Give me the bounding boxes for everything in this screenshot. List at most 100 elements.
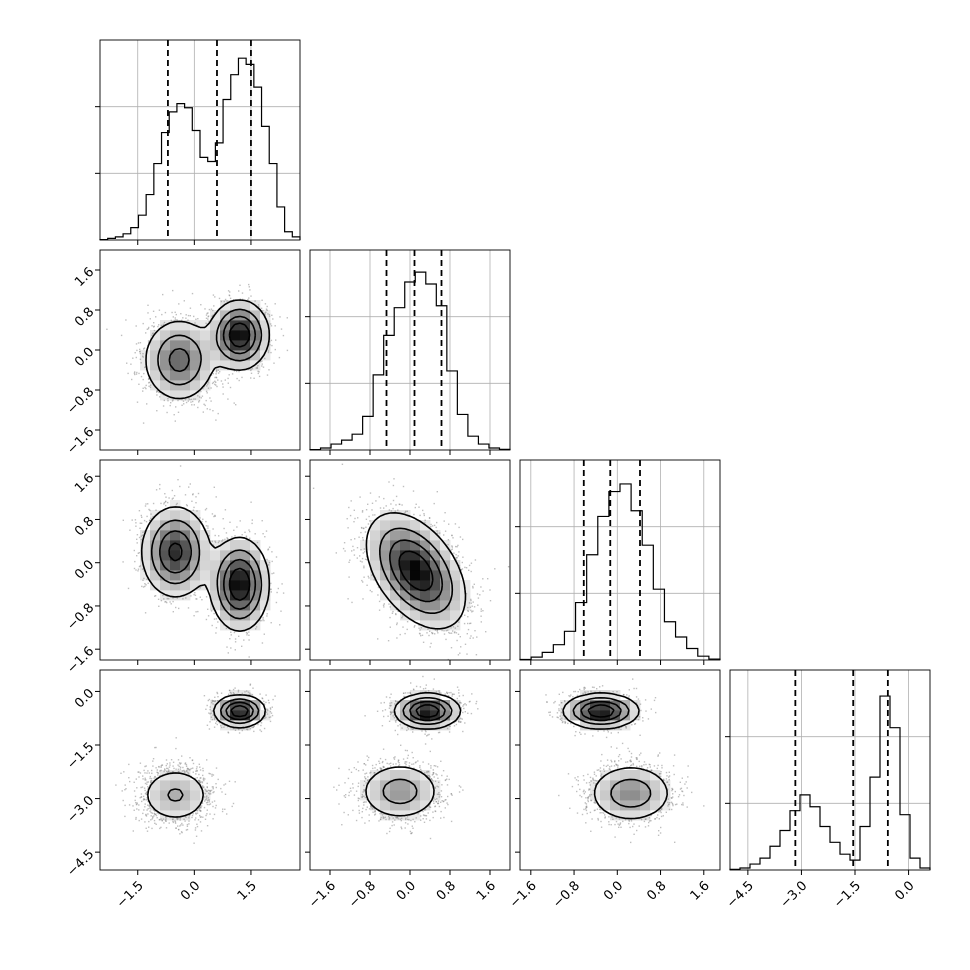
density-cell [170,800,181,811]
scatter-point [379,818,382,821]
scatter-point [129,780,131,783]
scatter-point [380,702,382,704]
scatter-point [230,631,232,633]
scatter-point [352,783,354,785]
scatter-point [391,821,394,823]
scatter-point [211,513,214,515]
scatter-point [379,812,381,815]
scatter-point [198,763,200,765]
scatter-point [269,344,271,346]
scatter-point [163,399,165,402]
density-cell [180,560,191,571]
x-tick-label-3-1: −3.0 [778,878,811,911]
scatter-point [233,665,234,666]
scatter-point [367,759,369,761]
scatter-point [610,732,612,734]
scatter-point [189,399,191,401]
density-cell [420,540,431,551]
scatter-point [200,390,202,393]
scatter-point [146,781,148,783]
scatter-point [161,313,163,316]
density-cell [160,370,171,381]
scatter-point [379,507,382,509]
scatter-point [169,764,171,766]
scatter-point [364,776,366,778]
scatter-point [384,816,386,818]
density-2-1 [360,510,471,631]
scatter-point [138,771,140,773]
scatter-point [152,310,155,312]
scatter-point [214,312,216,314]
scatter-point [138,383,140,385]
scatter-point [213,612,215,615]
scatter-point [178,765,180,768]
scatter-point [197,492,200,495]
scatter-point [194,322,196,324]
scatter-point [374,814,376,816]
scatter-point [364,715,366,717]
scatter-point [658,775,660,777]
scatter-point [406,729,408,732]
scatter-point [639,765,641,767]
scatter-point [361,796,363,798]
density-cell [180,800,191,811]
scatter-point [274,325,276,327]
scatter-point [229,297,232,299]
y-tick-label-3-0: −4.5 [64,847,97,880]
scatter-point [349,559,351,561]
density-cell [160,790,171,801]
scatter-point [614,760,616,762]
scatter-point [166,815,168,818]
scatter-point [442,770,445,772]
scatter-point [458,791,461,793]
scatter-point [206,408,208,410]
scatter-point [394,729,396,732]
scatter-point [231,536,233,538]
scatter-point [413,626,415,628]
scatter-point [655,711,657,714]
scatter-point [209,721,211,723]
scatter-point [385,505,387,507]
scatter-point [369,520,371,522]
scatter-point [133,790,136,792]
scatter-point [668,778,670,781]
scatter-point [665,811,667,813]
scatter-point [163,822,165,824]
scatter-point [150,815,152,817]
scatter-point [144,789,146,792]
scatter-point [218,535,220,537]
scatter-point [611,761,613,763]
scatter-point [436,491,438,493]
scatter-point [234,781,236,783]
scatter-point [455,632,458,634]
scatter-point [379,757,382,760]
scatter-point [420,768,422,771]
scatter-point [583,789,585,791]
scatter-point [610,746,612,748]
scatter-point [357,797,359,799]
scatter-point [215,632,217,634]
density-cell [430,790,441,801]
density-cell [440,550,451,561]
scatter-point [388,481,390,483]
scatter-point [447,795,449,798]
scatter-point [363,780,366,782]
scatter-point [124,784,126,786]
scatter-point [144,772,146,774]
scatter-point [150,513,152,515]
scatter-point [436,798,438,800]
scatter-point [152,516,154,518]
scatter-point [561,717,563,719]
scatter-point [553,702,555,704]
density-2-0 [140,500,271,631]
scatter-point [420,819,422,821]
scatter-point [175,747,177,750]
scatter-point [271,560,273,563]
density-cell [150,560,161,571]
scatter-point [440,796,443,798]
scatter-point [617,823,619,825]
scatter-point [589,776,592,779]
scatter-point [590,799,593,802]
density-cell [260,570,271,581]
scatter-point [221,726,223,729]
